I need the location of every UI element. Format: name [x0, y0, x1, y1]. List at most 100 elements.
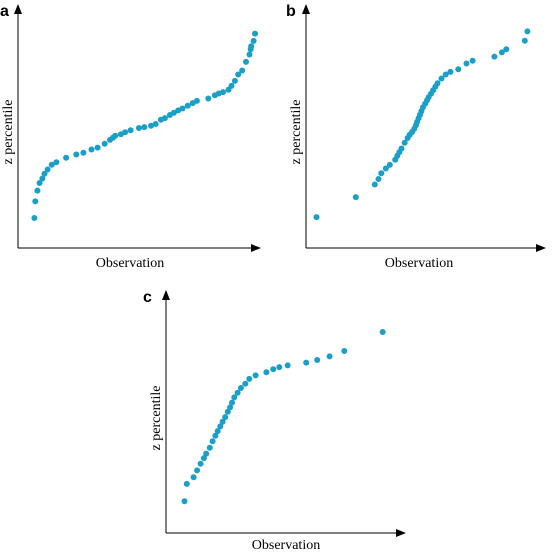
data-point: [524, 28, 531, 35]
data-point: [235, 71, 242, 78]
data-point: [326, 353, 333, 360]
data-point: [491, 53, 498, 60]
data-point: [243, 58, 249, 65]
panel-b: b Observation z percentile: [286, 3, 546, 271]
data-point: [122, 129, 129, 136]
data-point: [31, 215, 38, 221]
x-axis-arrow: [396, 529, 406, 537]
data-point: [237, 385, 244, 391]
data-point: [197, 460, 204, 467]
data-point: [206, 444, 213, 451]
data-point: [250, 37, 257, 44]
data-point: [220, 89, 226, 96]
data-point: [205, 95, 212, 102]
data-point: [34, 187, 41, 194]
data-point: [41, 170, 48, 177]
data-point: [242, 380, 249, 387]
data-point: [141, 124, 148, 131]
data-point: [503, 46, 510, 53]
y-axis-arrow: [14, 4, 22, 14]
data-point: [161, 115, 168, 122]
data-point: [521, 37, 528, 44]
data-point: [101, 140, 108, 147]
data-point: [127, 127, 134, 134]
data-point: [463, 60, 470, 67]
data-point: [352, 194, 359, 201]
data-point: [469, 57, 476, 64]
y-axis-title: z percentile: [289, 100, 304, 165]
data-point: [263, 369, 270, 376]
data-point: [112, 132, 119, 139]
data-point: [227, 404, 234, 411]
data-point: [222, 414, 229, 421]
data-point: [183, 480, 190, 487]
x-axis-title: Observation: [252, 538, 320, 552]
data-point: [270, 366, 277, 373]
data-point: [401, 139, 408, 146]
panel-c: c Observation z percentile: [143, 289, 406, 552]
data-point: [276, 364, 283, 371]
x-axis-title: Observation: [96, 256, 164, 271]
data-points: [31, 30, 258, 221]
data-point: [217, 423, 224, 430]
x-axis-arrow: [251, 244, 261, 252]
data-point: [36, 180, 43, 186]
data-point: [246, 375, 253, 382]
panel-c-letter: c: [143, 289, 152, 306]
data-point: [190, 474, 197, 481]
data-point: [447, 68, 454, 75]
data-point: [39, 175, 46, 182]
data-point: [246, 51, 253, 58]
data-point: [200, 455, 207, 462]
data-point: [184, 102, 191, 109]
data-point: [214, 428, 221, 435]
data-point: [379, 329, 386, 335]
data-point: [193, 97, 200, 104]
x-axis-title: Observation: [385, 256, 453, 271]
data-point: [382, 165, 389, 172]
data-points: [313, 28, 531, 221]
data-points: [181, 329, 386, 505]
data-point: [303, 359, 310, 366]
data-point: [239, 67, 246, 74]
y-axis-arrow: [302, 4, 310, 14]
data-point: [231, 77, 238, 84]
data-point: [203, 450, 210, 457]
data-point: [53, 159, 60, 166]
data-point: [194, 467, 201, 474]
data-point: [371, 181, 378, 188]
data-point: [434, 80, 441, 87]
data-point: [375, 176, 382, 182]
data-point: [398, 145, 405, 152]
data-point: [181, 498, 188, 505]
data-point: [212, 432, 219, 439]
data-point: [48, 161, 55, 168]
data-point: [209, 438, 216, 445]
data-point: [231, 394, 238, 401]
data-point: [219, 418, 226, 425]
data-point: [313, 214, 320, 221]
data-point: [152, 121, 159, 127]
data-point: [284, 362, 291, 369]
data-point: [80, 149, 87, 156]
data-point: [135, 125, 142, 131]
data-point: [234, 389, 241, 396]
data-point: [314, 357, 321, 363]
data-point: [341, 348, 348, 354]
data-point: [94, 144, 101, 151]
y-axis-title: z percentile: [149, 386, 164, 451]
data-point: [32, 198, 39, 205]
data-point: [442, 71, 449, 78]
data-point: [455, 66, 462, 73]
data-point: [378, 170, 385, 177]
x-axis-arrow: [536, 244, 546, 252]
data-point: [252, 372, 259, 379]
y-axis-title: z percentile: [1, 100, 16, 165]
data-point: [498, 49, 505, 56]
data-point: [148, 122, 154, 129]
data-point: [73, 151, 80, 158]
y-axis-arrow: [162, 290, 170, 300]
data-point: [63, 154, 70, 161]
data-point: [88, 146, 95, 153]
